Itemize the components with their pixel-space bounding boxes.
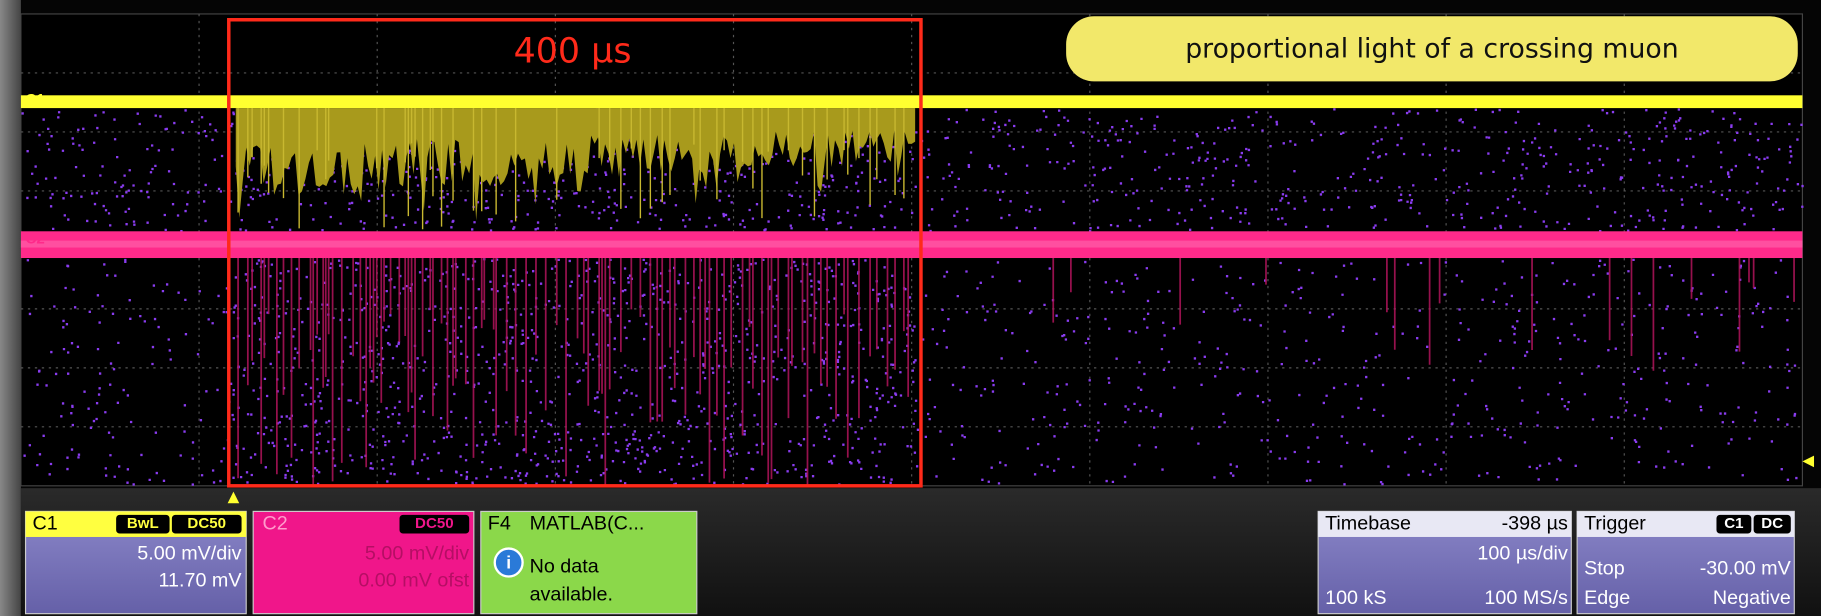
- time-scale: 100 µs/div: [1477, 543, 1568, 565]
- trigger-label: Trigger: [1584, 512, 1646, 534]
- side-bar: [0, 0, 21, 616]
- f4-box[interactable]: F4 MATLAB(C... i No data available.: [481, 511, 697, 613]
- callout: proportional light of a crossing muon: [1185, 33, 1678, 64]
- offset: 11.70 mV: [159, 569, 243, 591]
- delay: -398 µs: [1502, 512, 1568, 534]
- offset: 0.00 mV ofst: [358, 569, 469, 591]
- annotation: 400 µs: [514, 31, 632, 71]
- scale: 5.00 mV/div: [137, 543, 241, 565]
- message: available.: [530, 583, 613, 605]
- oscilloscope-screen: C1 C2 400 µs proportional light of a cro…: [0, 0, 1821, 616]
- sample-rate: 100 MS/s: [1484, 587, 1568, 609]
- badge: DC50: [415, 515, 454, 532]
- c1-box[interactable]: C1 BwL DC50 5.00 mV/div 11.70 mV: [26, 511, 247, 613]
- c2-box[interactable]: C2 DC50 5.00 mV/div 0.00 mV ofst: [253, 511, 474, 613]
- timebase-box[interactable]: Timebase -398 µs 100 µs/div 100 kS 100 M…: [1318, 511, 1571, 613]
- channel-name: C1: [33, 512, 58, 534]
- badge: DC50: [187, 515, 226, 532]
- scale: 5.00 mV/div: [365, 543, 469, 565]
- badge: DC: [1761, 515, 1783, 532]
- c1-trace: [21, 95, 1803, 108]
- function-name: F4: [488, 512, 511, 534]
- function-title: MATLAB(C...: [530, 512, 645, 534]
- trigger-box[interactable]: Trigger C1 DC Stop -30.00 mV Edge Negati…: [1577, 511, 1794, 613]
- samples: 100 kS: [1325, 587, 1386, 609]
- c2-marker: C2: [26, 230, 45, 247]
- message: No data: [530, 555, 599, 577]
- trigger-level: -30.00 mV: [1700, 558, 1792, 580]
- trigger-mode: Stop: [1584, 558, 1625, 580]
- trigger-slope: Negative: [1713, 587, 1791, 609]
- badge: BwL: [127, 515, 159, 532]
- c1-marker: C1: [26, 91, 45, 108]
- badge: C1: [1724, 515, 1743, 532]
- trigger-type: Edge: [1584, 587, 1630, 609]
- timebase-label: Timebase: [1325, 512, 1411, 534]
- c2-trace-core: [21, 241, 1803, 248]
- info-icon-glyph: i: [506, 552, 511, 572]
- channel-name: C2: [262, 512, 287, 534]
